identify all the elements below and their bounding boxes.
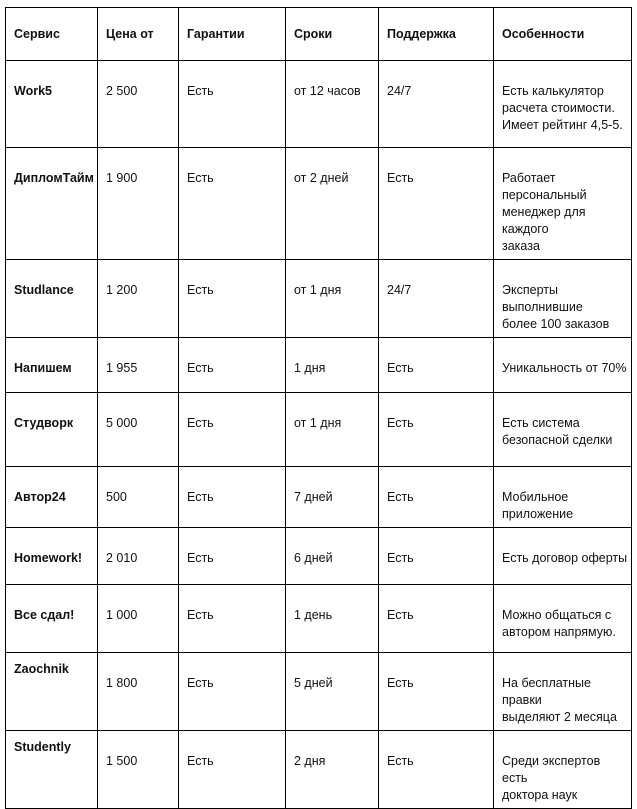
price-cell: 2 500 <box>97 60 179 148</box>
terms-cell: от 1 дня <box>285 392 379 467</box>
service-cell: Все сдал! <box>5 584 98 653</box>
table-body: Work5 2 500 Есть от 12 часов 24/7 Есть к… <box>5 60 632 809</box>
service-cell: Zaochnik <box>5 652 98 731</box>
price-cell: 2 010 <box>97 527 179 585</box>
guarantee-cell: Есть <box>178 584 286 653</box>
features-cell: Есть система безопасной сделки <box>493 392 632 467</box>
header-row: Сервис Цена от Гарантии Сроки Поддержка … <box>5 7 632 61</box>
column-header-price: Цена от <box>97 7 179 61</box>
support-cell: Есть <box>378 652 494 731</box>
support-cell: 24/7 <box>378 259 494 338</box>
support-cell: Есть <box>378 584 494 653</box>
features-cell: Уникальность от 70% <box>493 337 632 393</box>
terms-cell: 5 дней <box>285 652 379 731</box>
support-cell: 24/7 <box>378 60 494 148</box>
terms-cell: 2 дня <box>285 730 379 809</box>
service-cell: Автор24 <box>5 466 98 528</box>
support-cell: Есть <box>378 147 494 260</box>
table-row: Studently 1 500 Есть 2 дня Есть Среди эк… <box>5 730 632 809</box>
price-cell: 500 <box>97 466 179 528</box>
guarantee-cell: Есть <box>178 652 286 731</box>
features-cell: На бесплатные правки выделяют 2 месяца <box>493 652 632 731</box>
features-cell: Есть калькулятор расчета стоимости. Имее… <box>493 60 632 148</box>
table-row: Напишем 1 955 Есть 1 дня Есть Уникальнос… <box>5 337 632 393</box>
terms-cell: от 12 часов <box>285 60 379 148</box>
table-row: Студворк 5 000 Есть от 1 дня Есть Есть с… <box>5 392 632 467</box>
guarantee-cell: Есть <box>178 60 286 148</box>
support-cell: Есть <box>378 527 494 585</box>
column-header-support: Поддержка <box>378 7 494 61</box>
support-cell: Есть <box>378 466 494 528</box>
service-cell: Напишем <box>5 337 98 393</box>
terms-cell: 6 дней <box>285 527 379 585</box>
support-cell: Есть <box>378 337 494 393</box>
features-cell: Среди экспертов есть доктора наук <box>493 730 632 809</box>
price-cell: 1 900 <box>97 147 179 260</box>
column-header-features: Особенности <box>493 7 632 61</box>
guarantee-cell: Есть <box>178 527 286 585</box>
table-row: Studlance 1 200 Есть от 1 дня 24/7 Экспе… <box>5 259 632 338</box>
support-cell: Есть <box>378 392 494 467</box>
document-page: Сервис Цена от Гарантии Сроки Поддержка … <box>5 7 632 809</box>
terms-cell: 1 дня <box>285 337 379 393</box>
features-cell: Можно общаться с автором напрямую. <box>493 584 632 653</box>
table-row: Zaochnik 1 800 Есть 5 дней Есть На беспл… <box>5 652 632 731</box>
table-row: Homework! 2 010 Есть 6 дней Есть Есть до… <box>5 527 632 585</box>
table-row: Work5 2 500 Есть от 12 часов 24/7 Есть к… <box>5 60 632 148</box>
column-header-guarantee: Гарантии <box>178 7 286 61</box>
features-cell: Эксперты выполнившие более 100 заказов <box>493 259 632 338</box>
service-cell: Studently <box>5 730 98 809</box>
table-row: Все сдал! 1 000 Есть 1 день Есть Можно о… <box>5 584 632 653</box>
guarantee-cell: Есть <box>178 337 286 393</box>
features-cell: Работает персональный менеджер для каждо… <box>493 147 632 260</box>
column-header-terms: Сроки <box>285 7 379 61</box>
guarantee-cell: Есть <box>178 259 286 338</box>
column-header-service: Сервис <box>5 7 98 61</box>
features-cell: Мобильное приложение <box>493 466 632 528</box>
support-cell: Есть <box>378 730 494 809</box>
guarantee-cell: Есть <box>178 466 286 528</box>
service-cell: Work5 <box>5 60 98 148</box>
table-row: ДипломТайм 1 900 Есть от 2 дней Есть Раб… <box>5 147 632 260</box>
terms-cell: 1 день <box>285 584 379 653</box>
service-cell: Homework! <box>5 527 98 585</box>
guarantee-cell: Есть <box>178 147 286 260</box>
price-cell: 1 000 <box>97 584 179 653</box>
services-comparison-table: Сервис Цена от Гарантии Сроки Поддержка … <box>5 7 632 809</box>
terms-cell: от 2 дней <box>285 147 379 260</box>
guarantee-cell: Есть <box>178 730 286 809</box>
price-cell: 1 200 <box>97 259 179 338</box>
table-row: Автор24 500 Есть 7 дней Есть Мобильное п… <box>5 466 632 528</box>
service-cell: Studlance <box>5 259 98 338</box>
terms-cell: 7 дней <box>285 466 379 528</box>
service-cell: Студворк <box>5 392 98 467</box>
price-cell: 1 955 <box>97 337 179 393</box>
features-cell: Есть договор оферты <box>493 527 632 585</box>
price-cell: 1 800 <box>97 652 179 731</box>
price-cell: 1 500 <box>97 730 179 809</box>
price-cell: 5 000 <box>97 392 179 467</box>
guarantee-cell: Есть <box>178 392 286 467</box>
service-cell: ДипломТайм <box>5 147 98 260</box>
table-head: Сервис Цена от Гарантии Сроки Поддержка … <box>5 7 632 61</box>
terms-cell: от 1 дня <box>285 259 379 338</box>
